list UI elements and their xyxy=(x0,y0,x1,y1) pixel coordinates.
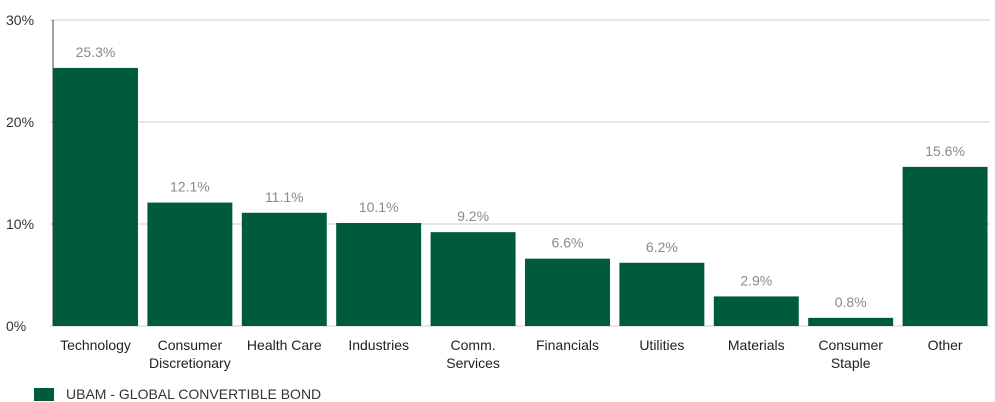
bar xyxy=(525,258,610,326)
data-label: 10.1% xyxy=(359,199,399,215)
x-tick-label: Utilities xyxy=(639,337,684,353)
data-label: 6.6% xyxy=(552,235,584,251)
x-tick-label: Health Care xyxy=(247,337,322,353)
x-tick-label: Other xyxy=(928,337,963,353)
data-label: 15.6% xyxy=(925,143,965,159)
bar xyxy=(430,232,516,326)
data-label: 2.9% xyxy=(740,272,772,288)
bar xyxy=(336,222,422,326)
x-tick-label: Industries xyxy=(348,337,409,353)
data-label: 6.2% xyxy=(646,239,678,255)
legend-swatch xyxy=(34,387,54,401)
data-label: 25.3% xyxy=(76,44,116,60)
bar xyxy=(808,317,894,326)
legend-label: UBAM - GLOBAL CONVERTIBLE BOND xyxy=(66,386,322,402)
bar xyxy=(619,262,705,326)
bar xyxy=(147,202,233,326)
data-label: 0.8% xyxy=(835,294,867,310)
data-label: 9.2% xyxy=(457,208,489,224)
y-tick-label: 0% xyxy=(6,318,26,334)
bar xyxy=(713,296,799,326)
y-tick-label: 10% xyxy=(6,216,34,232)
x-tick-label: Comm. Services xyxy=(446,337,500,371)
x-tick-label: Materials xyxy=(728,337,785,353)
y-tick-label: 30% xyxy=(6,12,34,28)
legend: UBAM - GLOBAL CONVERTIBLE BOND xyxy=(34,386,321,402)
data-label: 12.1% xyxy=(170,179,210,195)
x-tick-label: Consumer Staple xyxy=(818,337,883,371)
bar xyxy=(241,212,327,326)
bar xyxy=(53,67,138,326)
bar xyxy=(902,166,988,326)
y-tick-label: 20% xyxy=(6,114,34,130)
x-tick-label: Technology xyxy=(60,337,131,353)
data-label: 11.1% xyxy=(265,189,304,205)
x-tick-label: Financials xyxy=(536,337,599,353)
x-tick-label: Consumer Discretionary xyxy=(149,337,231,371)
